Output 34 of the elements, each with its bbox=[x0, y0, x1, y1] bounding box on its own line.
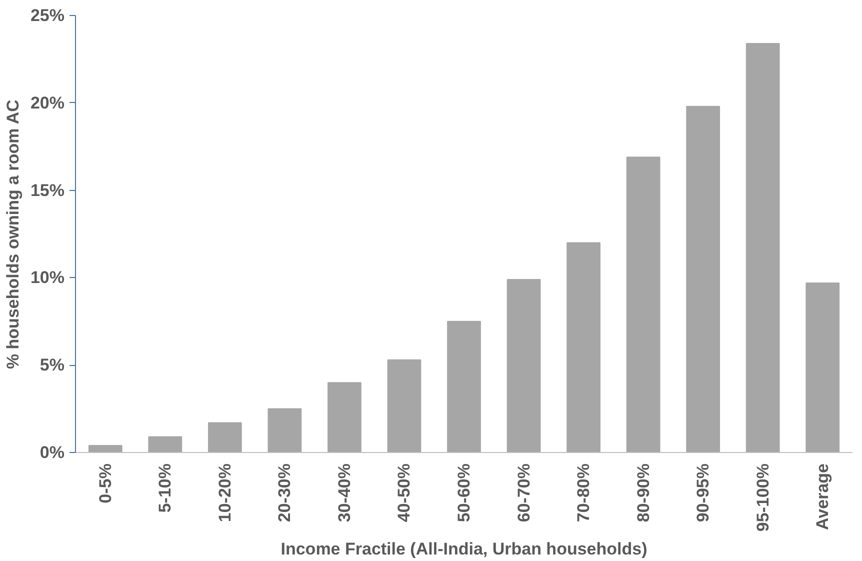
x-tick-label: 70-80% bbox=[574, 463, 594, 522]
x-tick-label: 80-90% bbox=[634, 463, 653, 522]
y-tick-label: 10% bbox=[30, 268, 65, 288]
x-tick-label: 50-60% bbox=[454, 463, 474, 522]
y-tick-label: 0% bbox=[40, 443, 65, 462]
bar bbox=[387, 359, 422, 452]
y-tick-label: 20% bbox=[30, 93, 65, 112]
bar bbox=[208, 422, 242, 452]
bar bbox=[566, 242, 600, 452]
x-tick-label: 30-40% bbox=[334, 463, 354, 522]
x-tick-label: 0-5% bbox=[96, 464, 115, 504]
y-tick-label: 25% bbox=[30, 6, 65, 25]
x-tick-label: 60-70% bbox=[514, 463, 534, 522]
bar bbox=[268, 408, 302, 452]
bar bbox=[328, 382, 362, 452]
x-tick-label: 10-20% bbox=[215, 463, 234, 522]
x-tick-label: 40-50% bbox=[394, 463, 414, 522]
y-axis-title: % households owning a room AC bbox=[3, 100, 22, 370]
x-axis-title: Income Fractile (All-India, Urban households) bbox=[280, 540, 648, 559]
bar bbox=[506, 278, 541, 452]
bar bbox=[806, 282, 840, 452]
bar bbox=[626, 156, 660, 452]
y-tick-label: 5% bbox=[40, 356, 65, 375]
x-tick-label: 90-95% bbox=[694, 463, 713, 522]
x-tick-label: 20-30% bbox=[275, 463, 294, 522]
bar bbox=[148, 436, 182, 452]
y-tick-label: 15% bbox=[30, 180, 65, 200]
x-tick-label: 95-100% bbox=[753, 463, 772, 532]
bar bbox=[88, 445, 122, 452]
bar bbox=[746, 42, 780, 452]
bar bbox=[686, 106, 720, 452]
x-tick-label: 5-10% bbox=[156, 464, 175, 513]
x-tick-label: Average bbox=[813, 463, 832, 530]
bar bbox=[447, 320, 481, 452]
